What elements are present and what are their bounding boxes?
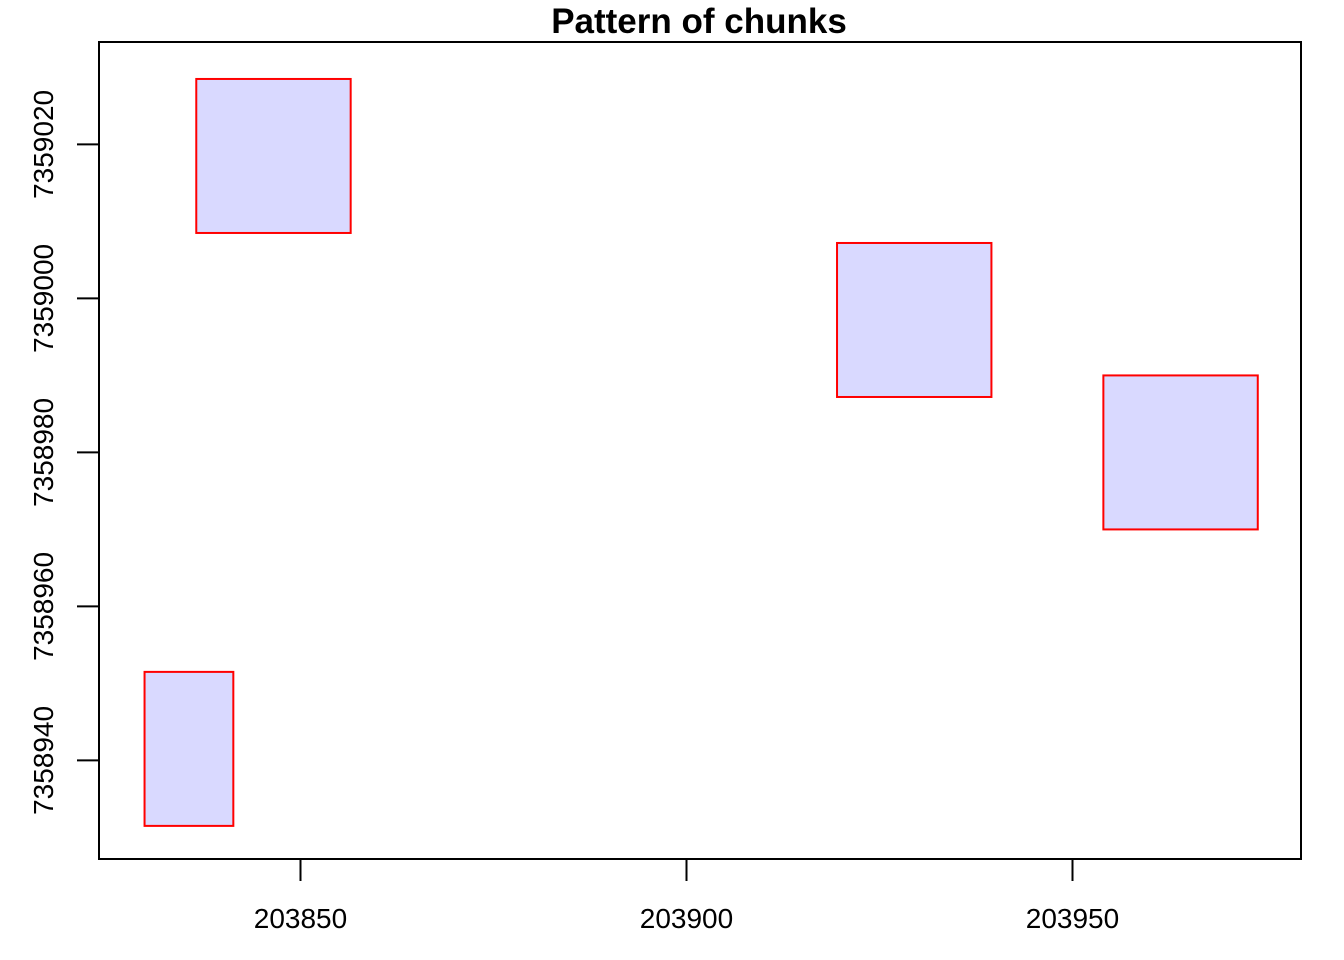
chunks-layer	[143, 77, 1259, 827]
x-tick-label: 203950	[1026, 903, 1119, 934]
chunk-rect-2	[836, 241, 993, 398]
x-axis: 203850 203900 203950	[254, 858, 1119, 934]
chunk-rect-1	[195, 77, 352, 234]
y-tick-label: 7359000	[28, 244, 59, 353]
chunk-rect-4	[143, 670, 235, 827]
y-axis: 7358940 7358960 7358980 7359000 7359020	[28, 90, 100, 815]
y-tick-label: 7358980	[28, 398, 59, 507]
y-tick-label: 7358940	[28, 706, 59, 815]
y-tick-label: 7359020	[28, 90, 59, 199]
x-tick-label: 203850	[254, 903, 347, 934]
x-tick-label: 203900	[640, 903, 733, 934]
chart-title: Pattern of chunks	[551, 2, 847, 41]
chunk-rect-3	[1102, 374, 1259, 531]
y-tick-label: 7358960	[28, 552, 59, 661]
